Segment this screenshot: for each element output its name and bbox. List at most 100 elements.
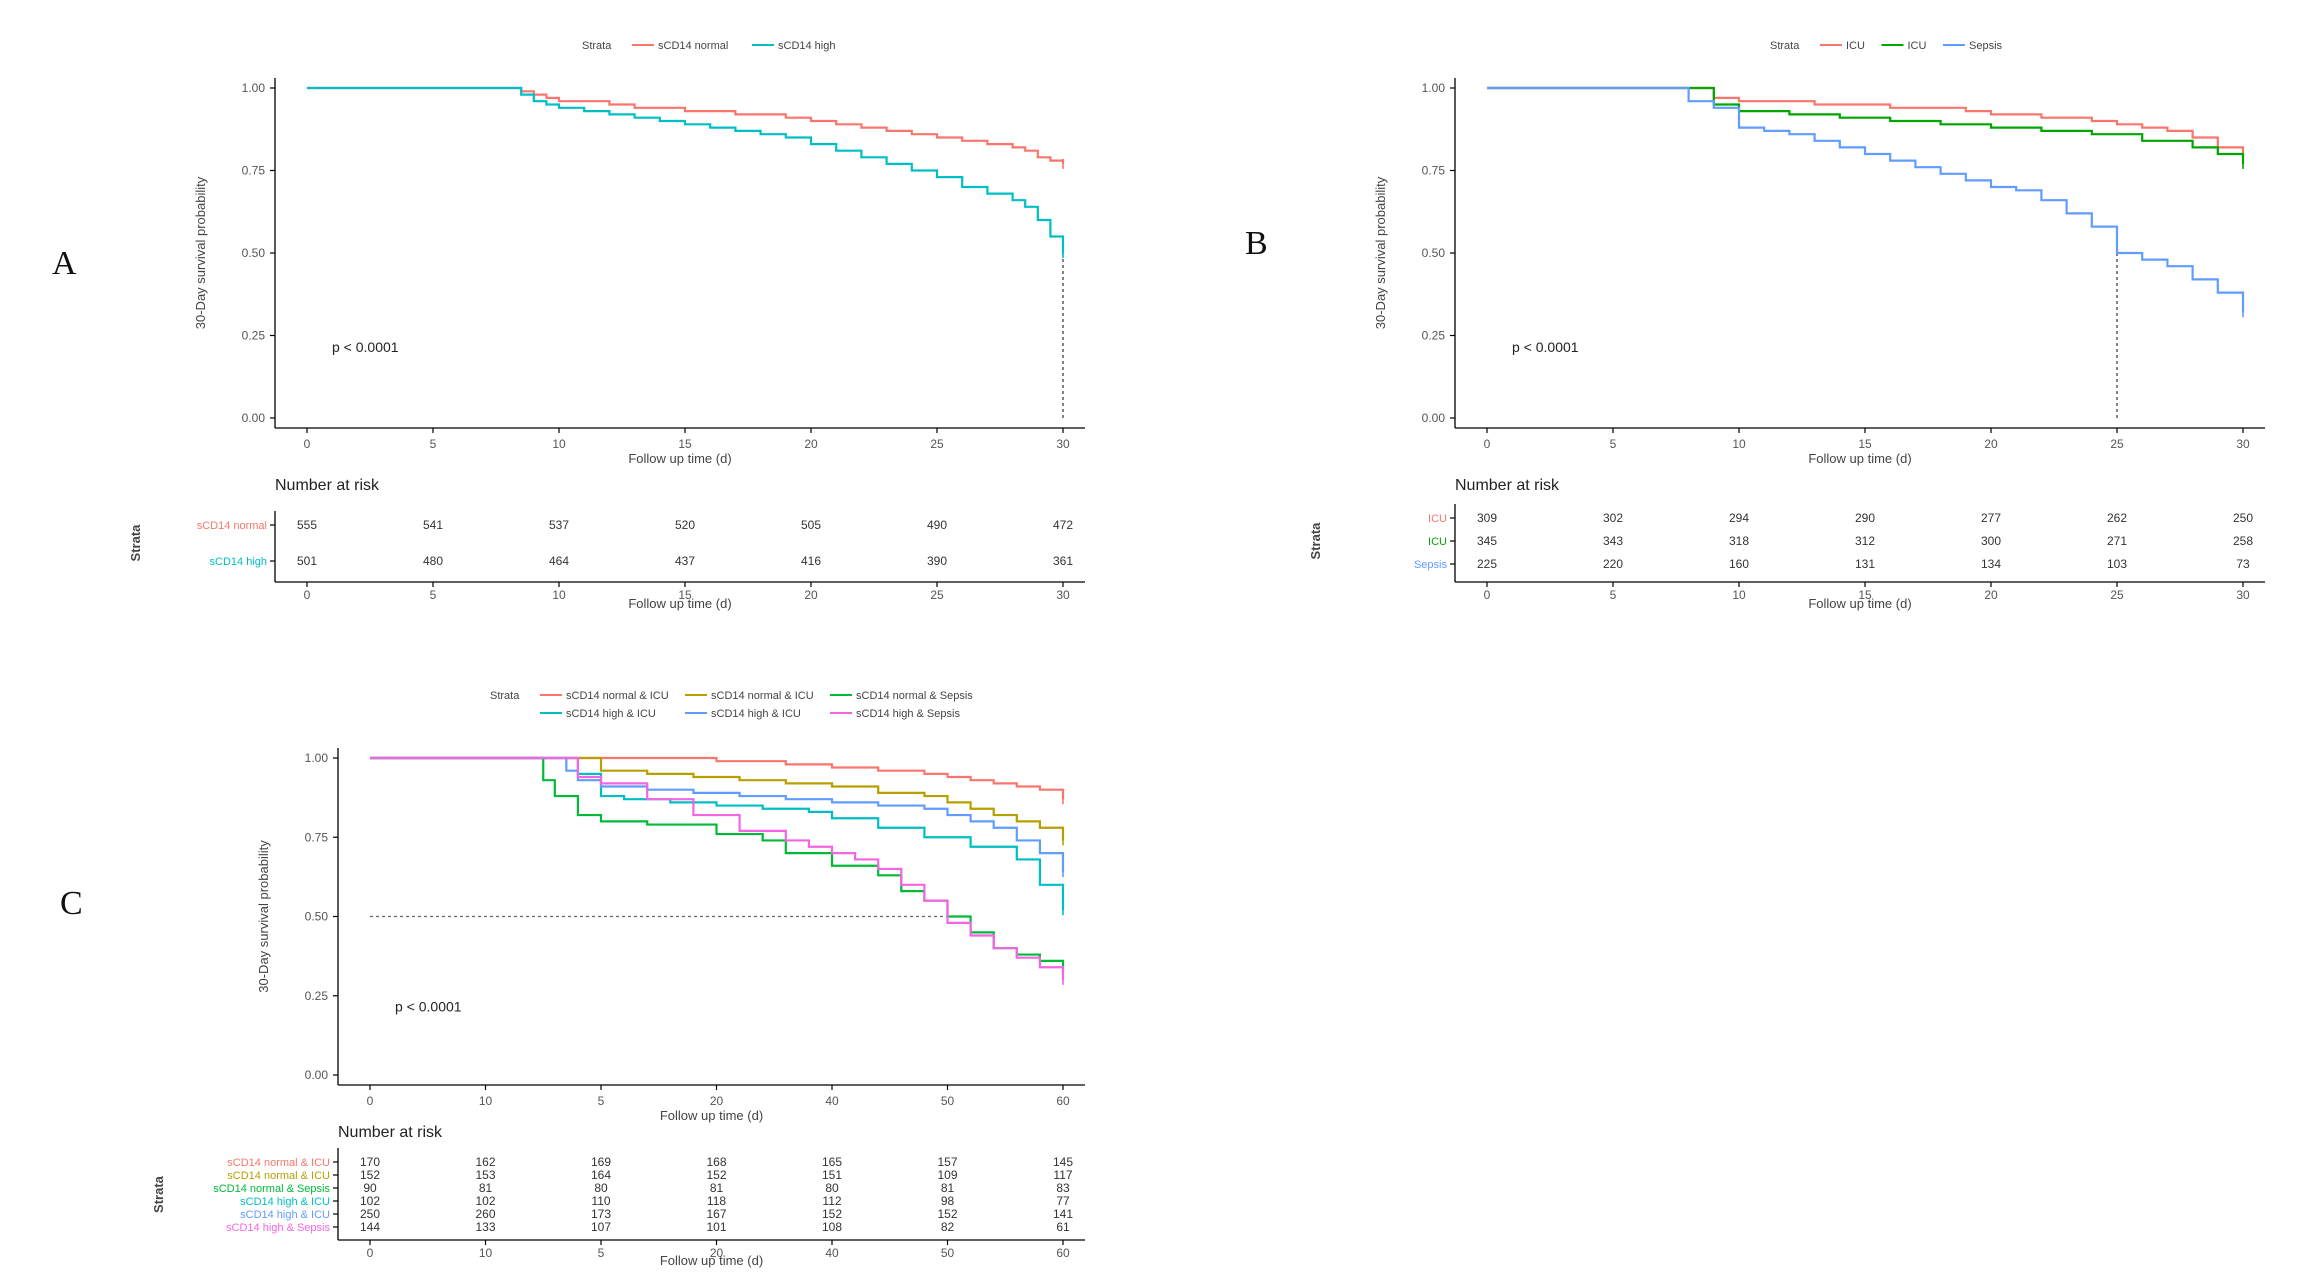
risk-value: 437 (675, 554, 695, 568)
x-tick-label: 5 (1610, 437, 1617, 451)
km-curve-1 (370, 756, 1065, 800)
risk-x-tick-label: 30 (1056, 588, 1070, 602)
risk-value: 262 (2107, 511, 2127, 525)
risk-x-tick-label: 5 (598, 1246, 605, 1260)
risk-value: 294 (1729, 511, 1749, 525)
risk-x-tick-label: 25 (2110, 588, 2124, 602)
legend-item: ICU (1846, 40, 1865, 52)
risk-value: 302 (1603, 511, 1623, 525)
risk-value: 80 (594, 1181, 608, 1195)
risk-value: 361 (1053, 554, 1073, 568)
risk-x-tick-label: 15 (1858, 588, 1872, 602)
risk-value: 152 (360, 1168, 380, 1182)
risk-value: 151 (822, 1168, 842, 1182)
risk-value: 260 (475, 1207, 495, 1221)
risk-value: 101 (706, 1220, 726, 1234)
y-tick-label: 0.25 (242, 329, 266, 343)
risk-table-title: Number at risk (338, 1124, 443, 1141)
risk-value: 537 (549, 518, 569, 532)
risk-x-tick-label: 40 (825, 1246, 839, 1260)
km-curve-3 (370, 756, 1065, 968)
risk-x-tick-label: 25 (930, 588, 944, 602)
y-tick-label: 0.75 (242, 164, 266, 178)
y-tick-label: 0.50 (1422, 246, 1446, 260)
km-curve-2 (307, 86, 1065, 253)
legend-item: Sepsis (1969, 40, 2003, 52)
risk-value: 501 (297, 554, 317, 568)
risk-value: 103 (2107, 557, 2127, 571)
x-tick-label: 15 (678, 437, 692, 451)
risk-x-tick-label: 0 (367, 1246, 374, 1260)
panel-letter-c: C (60, 885, 83, 922)
risk-value: 160 (1729, 557, 1749, 571)
legend-item: ICU (1908, 40, 1927, 52)
risk-x-tick-label: 50 (941, 1246, 955, 1260)
risk-value: 61 (1056, 1220, 1070, 1234)
legend-item: sCD14 normal & ICU (711, 690, 814, 702)
y-axis-label: 30-Day survival probability (193, 176, 208, 329)
y-tick-label: 0.00 (305, 1068, 329, 1082)
risk-value: 258 (2233, 534, 2253, 548)
risk-value: 300 (1981, 534, 2001, 548)
risk-value: 162 (475, 1155, 495, 1169)
x-tick-label: 10 (1732, 437, 1746, 451)
risk-value: 107 (591, 1220, 611, 1234)
risk-x-tick-label: 5 (430, 588, 437, 602)
risk-row-label: sCD14 normal & Sepsis (213, 1183, 330, 1195)
risk-row-label: sCD14 normal (197, 520, 267, 532)
risk-value: 168 (706, 1155, 726, 1169)
x-tick-label: 0 (367, 1094, 374, 1108)
panel-letter-b: B (1245, 225, 1268, 262)
risk-x-tick-label: 10 (479, 1246, 493, 1260)
km-curve-2 (370, 756, 1065, 841)
risk-value: 170 (360, 1155, 380, 1169)
risk-x-tick-label: 0 (304, 588, 311, 602)
y-tick-label: 0.25 (1422, 329, 1446, 343)
legend-title: Strata (490, 690, 520, 702)
risk-row-label: sCD14 normal & ICU (227, 1170, 330, 1182)
risk-value: 112 (822, 1194, 841, 1208)
legend-item: sCD14 high & ICU (566, 708, 656, 720)
y-tick-label: 1.00 (305, 751, 329, 765)
risk-x-tick-label: 30 (2236, 588, 2250, 602)
x-tick-label: 0 (304, 437, 311, 451)
km-curve-1 (307, 86, 1065, 164)
risk-value: 153 (475, 1168, 495, 1182)
risk-x-tick-label: 60 (1056, 1246, 1070, 1260)
risk-value: 312 (1855, 534, 1875, 548)
risk-value: 117 (1053, 1168, 1072, 1182)
km-curve-3 (1487, 86, 2245, 313)
y-axis-label: 30-Day survival probability (1373, 176, 1388, 329)
p-value: p < 0.0001 (1512, 339, 1579, 355)
x-tick-label: 20 (804, 437, 818, 451)
legend-title: Strata (582, 40, 612, 52)
risk-strata-label: Strata (128, 524, 143, 562)
legend-item: sCD14 normal & ICU (566, 690, 669, 702)
risk-value: 464 (549, 554, 569, 568)
risk-value: 472 (1053, 518, 1073, 532)
risk-row-label: ICU (1428, 536, 1447, 548)
x-tick-label: 30 (2236, 437, 2250, 451)
risk-x-tick-label: 5 (1610, 588, 1617, 602)
risk-value: 141 (1053, 1207, 1073, 1221)
risk-value: 110 (591, 1194, 610, 1208)
x-tick-label: 10 (552, 437, 566, 451)
risk-value: 490 (927, 518, 947, 532)
risk-value: 73 (2236, 557, 2250, 571)
risk-x-tick-label: 10 (552, 588, 566, 602)
x-tick-label: 15 (1858, 437, 1872, 451)
risk-value: 290 (1855, 511, 1875, 525)
legend-item: sCD14 normal (658, 40, 728, 52)
risk-value: 81 (479, 1181, 493, 1195)
y-tick-label: 1.00 (1422, 81, 1446, 95)
risk-value: 83 (1056, 1181, 1070, 1195)
km-curve-5 (370, 756, 1065, 873)
risk-value: 555 (297, 518, 317, 532)
risk-value: 164 (591, 1168, 611, 1182)
risk-value: 102 (360, 1194, 380, 1208)
x-tick-label: 50 (941, 1094, 955, 1108)
x-axis-label: Follow up time (d) (1808, 451, 1911, 466)
risk-value: 133 (475, 1220, 495, 1234)
